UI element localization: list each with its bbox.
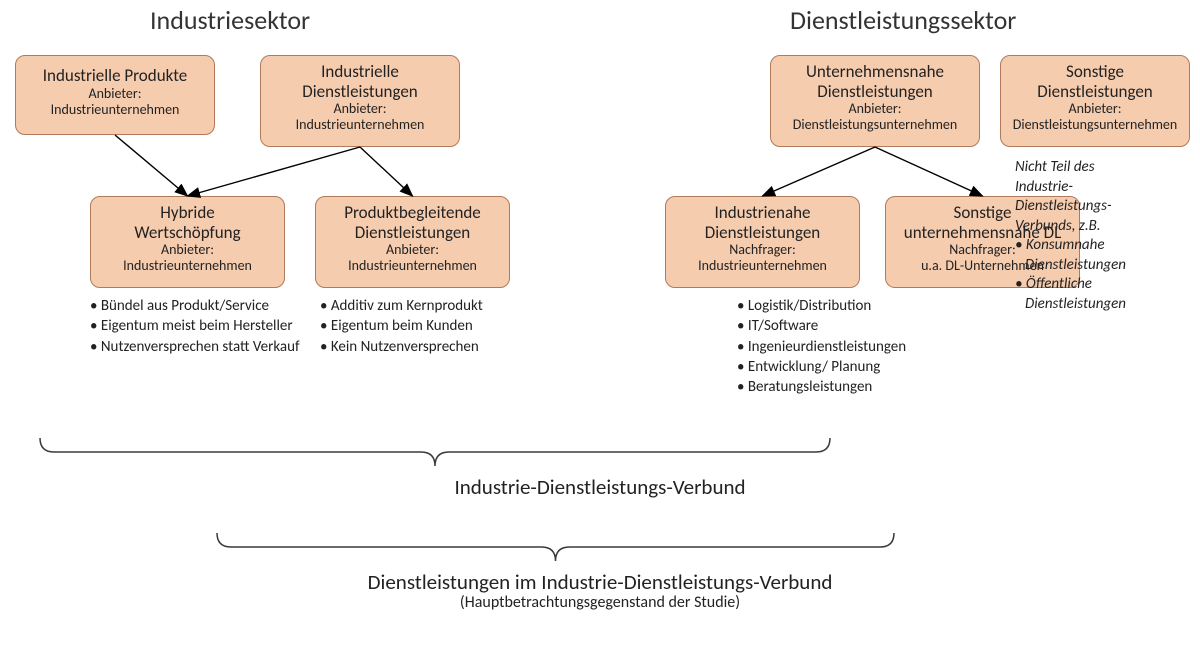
sidenote-line: Nicht Teil des (1015, 158, 1195, 178)
node-title: Industrielle Produkte (24, 66, 206, 86)
node-sub: Anbieter: (99, 242, 276, 258)
node-sub: Industrieunternehmen (99, 258, 276, 274)
sidenote-line: Industrie- (1015, 178, 1195, 198)
node-industrielle-dl: Industrielle Dienstleistungen Anbieter: … (260, 55, 460, 147)
bullet-item: Eigentum beim Kunden (320, 316, 483, 336)
node-sub: Industrieunternehmen (674, 258, 851, 274)
node-sub: Anbieter: (324, 242, 501, 258)
sector-title-right: Dienstleistungssektor (790, 4, 1016, 36)
bullet-item: Bündel aus Produkt/Service (90, 296, 300, 316)
sidenote-line: Dienstleistungs- (1015, 197, 1195, 217)
bullet-item: Logistik/Distribution (737, 296, 906, 316)
bullet-item: IT/Software (737, 316, 906, 336)
diagram-stage: Industriesektor Dienstleistungssektor In… (0, 0, 1200, 651)
node-sub: Anbieter: (1009, 101, 1181, 117)
node-title: Produktbegleitende (324, 203, 501, 223)
node-title: Unternehmensnahe (779, 62, 971, 82)
bullet-item: Nutzenversprechen statt Verkauf (90, 337, 300, 357)
sidenote-bullet: Dienstleistungen (1015, 295, 1195, 315)
bullet-item: Kein Nutzenversprechen (320, 337, 483, 357)
node-sub: Dienstleistungsunternehmen (1009, 117, 1181, 133)
node-produktbegleitende: Produktbegleitende Dienstleistungen Anbi… (315, 196, 510, 288)
bullets-prodbegl: Additiv zum Kernprodukt Eigentum beim Ku… (320, 296, 483, 357)
node-sub: Industrieunternehmen (269, 117, 451, 133)
node-sub: Industrieunternehmen (24, 102, 206, 118)
brace-outer-sublabel: (Hauptbetrachtungsgegenstand der Studie) (0, 593, 1200, 612)
bullets-hybride: Bündel aus Produkt/Service Eigentum meis… (90, 296, 300, 357)
node-title: Wertschöpfung (99, 223, 276, 243)
node-sub: Industrieunternehmen (324, 258, 501, 274)
node-sub: Anbieter: (269, 101, 451, 117)
node-title: Dienstleistungen (779, 82, 971, 102)
sector-title-left: Industriesektor (150, 4, 310, 36)
node-sub: Anbieter: (779, 101, 971, 117)
bullet-item: Eigentum meist beim Hersteller (90, 316, 300, 336)
sidenote-bullet: Öffentliche (1015, 275, 1195, 295)
node-title: Industrienahe (674, 203, 851, 223)
sidenote-bullet: Konsumnahe (1015, 236, 1195, 256)
node-hybride: Hybride Wertschöpfung Anbieter: Industri… (90, 196, 285, 288)
node-sub: Anbieter: (24, 86, 206, 102)
bullet-item: Ingenieurdienstleistungen (737, 337, 906, 357)
node-title: Industrielle (269, 62, 451, 82)
node-title: Dienstleistungen (674, 223, 851, 243)
bullet-item: Entwicklung/ Planung (737, 357, 906, 377)
node-title: Hybride (99, 203, 276, 223)
node-title: Dienstleistungen (1009, 82, 1181, 102)
bullet-item: Additiv zum Kernprodukt (320, 296, 483, 316)
brace-inner-label: Industrie-Dienstleistungs-Verbund (0, 474, 1200, 500)
node-title: Dienstleistungen (269, 82, 451, 102)
sidenote-line: Verbunds, z.B. (1015, 217, 1195, 237)
node-industrielle-produkte: Industrielle Produkte Anbieter: Industri… (15, 55, 215, 135)
bullets-indnahe: Logistik/Distribution IT/Software Ingeni… (737, 296, 906, 397)
bullet-item: Beratungsleistungen (737, 377, 906, 397)
node-industrienahe: Industrienahe Dienstleistungen Nachfrage… (665, 196, 860, 288)
node-sub: Dienstleistungsunternehmen (779, 117, 971, 133)
node-sub: Nachfrager: (674, 242, 851, 258)
node-sonstige-dl: Sonstige Dienstleistungen Anbieter: Dien… (1000, 55, 1190, 147)
brace-outer-label: Dienstleistungen im Industrie-Dienstleis… (0, 569, 1200, 595)
node-unternehmensnahe-dl: Unternehmensnahe Dienstleistungen Anbiet… (770, 55, 980, 147)
node-title: Sonstige (1009, 62, 1181, 82)
node-title: Dienstleistungen (324, 223, 501, 243)
sidenote-bullet: Dienstleistungen (1015, 256, 1195, 276)
sidenote: Nicht Teil des Industrie- Dienstleistung… (1015, 158, 1195, 314)
